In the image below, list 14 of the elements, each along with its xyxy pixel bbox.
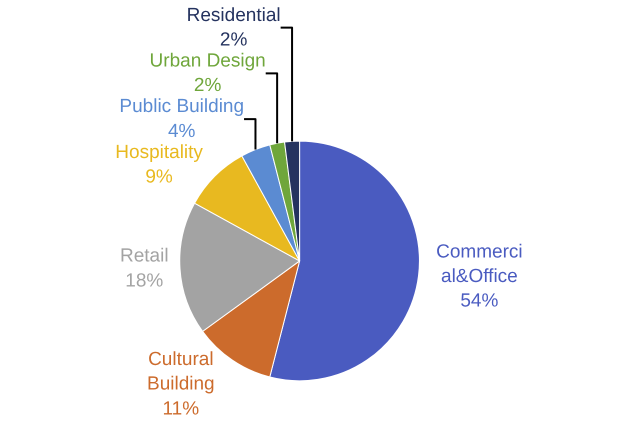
- slice-label: Urban Design: [150, 50, 266, 72]
- data-label: 9%: [145, 166, 173, 188]
- data-label: 18%: [125, 270, 164, 292]
- slice-label: Hospitality: [115, 142, 204, 163]
- slice-label: Residential: [186, 4, 281, 26]
- slice-label: Retail: [120, 246, 169, 267]
- data-label: 11%: [162, 398, 200, 420]
- slice-label: Commerci al&Office: [436, 241, 523, 288]
- slice-label: Cultural Building: [147, 348, 215, 395]
- data-label: 2%: [220, 30, 248, 51]
- data-label: 2%: [194, 75, 222, 96]
- data-label: 54%: [460, 290, 498, 312]
- data-label: 4%: [168, 120, 196, 142]
- slice-label: Public Building: [119, 96, 244, 118]
